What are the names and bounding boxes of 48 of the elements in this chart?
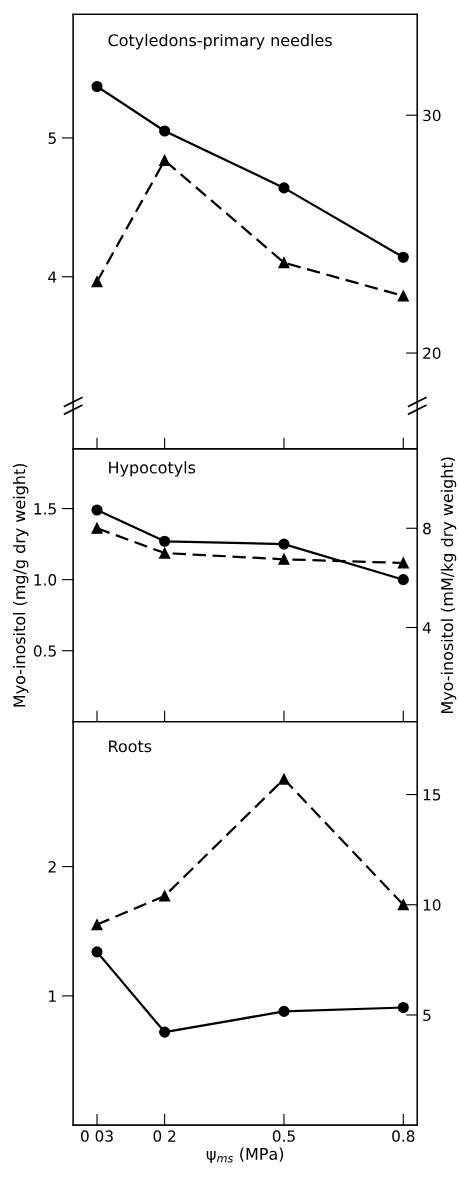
point	[91, 276, 103, 288]
y-tick-label: 0.5	[33, 645, 56, 657]
x-tick-label: 0.8	[392, 1130, 415, 1142]
y2-tick-label: 15	[423, 789, 441, 801]
point	[91, 80, 103, 93]
y2-tick-label: 30	[423, 109, 441, 122]
point	[278, 553, 290, 565]
point	[278, 182, 290, 194]
y2-tick-label: 4	[422, 622, 431, 634]
x-tick-label: 0 03	[81, 1130, 113, 1142]
point	[397, 251, 409, 263]
point	[159, 154, 171, 166]
point	[91, 522, 103, 534]
y-tick-label: 1.5	[34, 503, 56, 515]
point	[397, 1001, 409, 1014]
point	[278, 257, 290, 269]
y-tick-label: 1.0	[34, 574, 57, 586]
point	[159, 535, 171, 547]
point	[159, 547, 171, 559]
point	[397, 574, 409, 586]
text: Cotyledons-primary needles	[108, 33, 332, 50]
point	[91, 946, 103, 958]
y2-tick-label: 8	[423, 522, 431, 535]
y-tick-label: 5	[48, 132, 56, 144]
y2-tick-label: 20	[423, 347, 441, 360]
point	[397, 899, 409, 911]
point	[278, 773, 290, 785]
text: Roots	[109, 740, 152, 753]
x-tick-label: 0.5	[272, 1130, 295, 1142]
point	[159, 1026, 171, 1038]
point	[91, 504, 103, 516]
y2-tick-label: 5	[423, 1009, 431, 1021]
x-axis-title: ψ$_{ms}$ (MPa)	[206, 1147, 284, 1164]
point	[278, 538, 290, 550]
point	[159, 890, 171, 902]
y2-tick-label: 10	[423, 899, 441, 911]
y-tick-label: 4	[48, 271, 57, 283]
y-axis-title: Myo-inositol (mg/g dry weight)	[12, 463, 29, 707]
y2-axis-title: Myo-inositol (mM/kg dry weight)	[440, 457, 457, 713]
point	[397, 290, 409, 302]
point	[91, 919, 103, 931]
point	[397, 557, 409, 569]
text: Hypocotyls	[109, 461, 196, 477]
point	[159, 125, 171, 137]
x-tick-label: 0 2	[153, 1130, 176, 1142]
point	[278, 1005, 290, 1017]
y-tick-label: 2	[48, 861, 56, 873]
y-tick-label: 1	[49, 990, 56, 1002]
